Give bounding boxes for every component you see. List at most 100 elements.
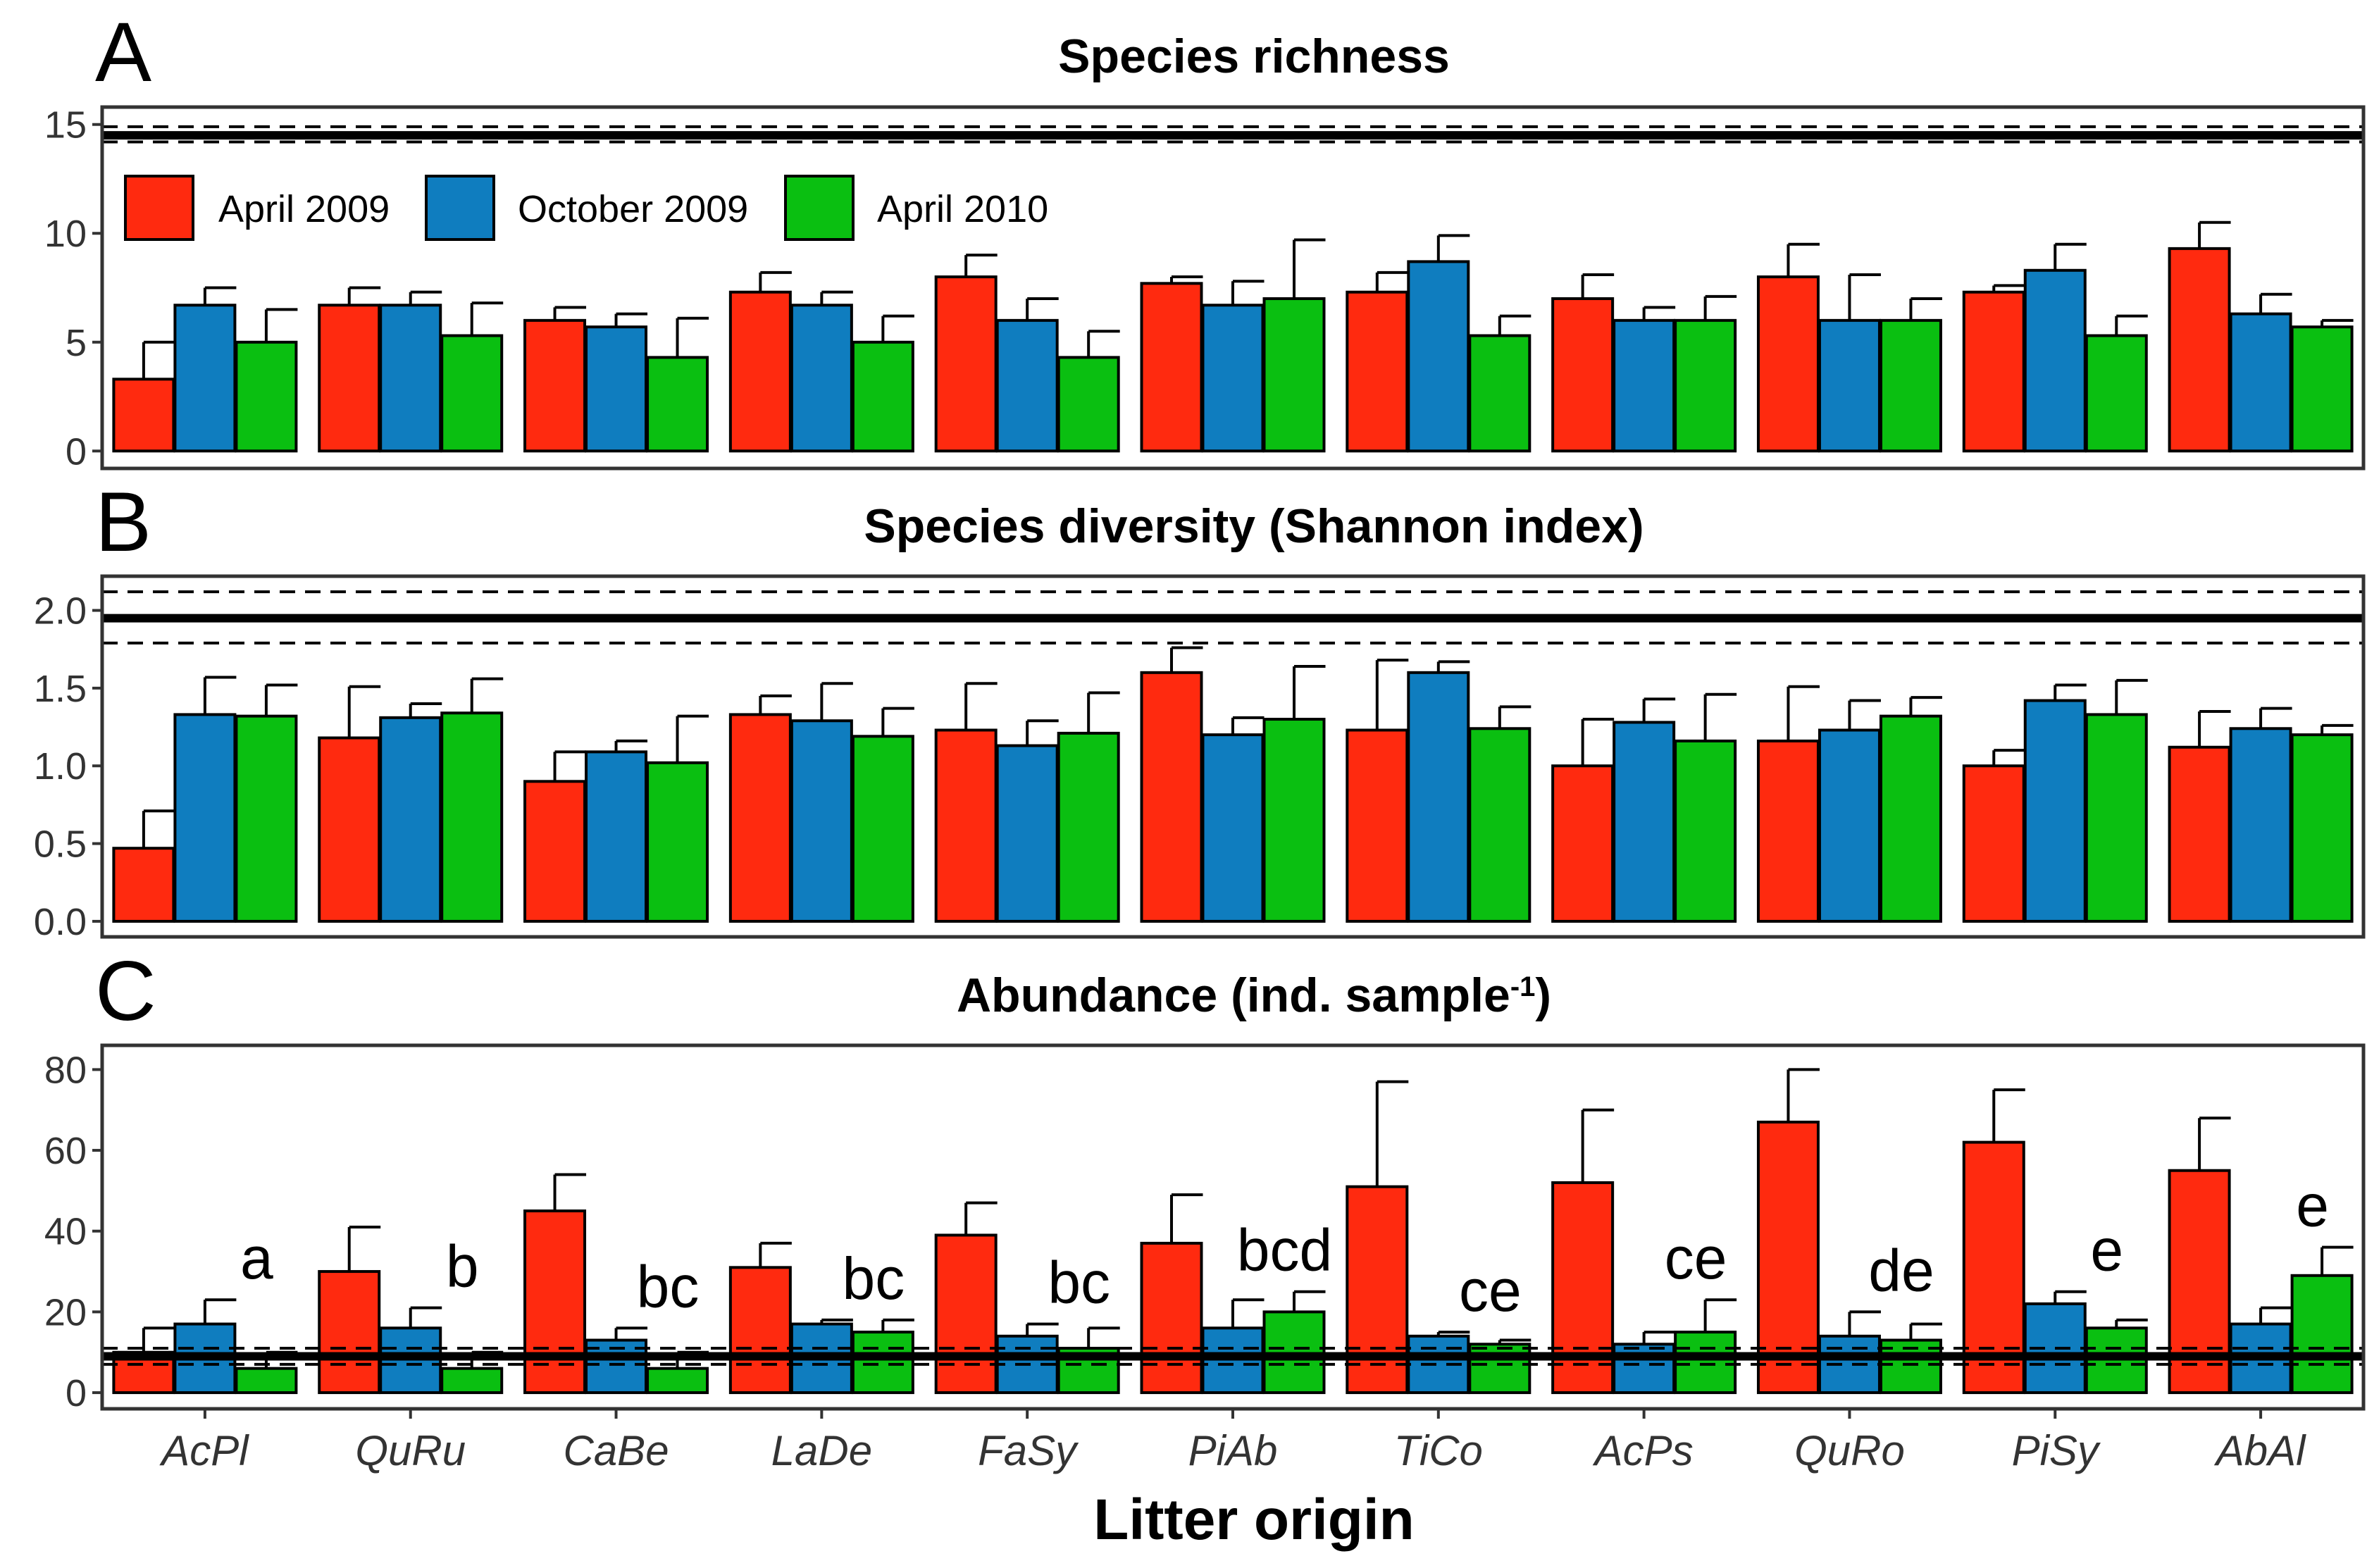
bar: [2229, 312, 2292, 453]
significance-letter: e: [2090, 1217, 2123, 1283]
category-label: FaSy: [978, 1427, 1079, 1474]
bar: [1407, 260, 1470, 453]
bar: [1613, 721, 1676, 923]
category-label: TiCo: [1394, 1427, 1483, 1474]
legend-key: [425, 175, 495, 241]
bar: [235, 714, 298, 923]
bar: [235, 1367, 298, 1395]
bar: [2290, 1274, 2354, 1395]
panel-frame: [100, 574, 2366, 939]
bar: [995, 318, 1059, 453]
bar: [523, 780, 587, 923]
legend-key: [124, 175, 194, 241]
legend-key: [784, 175, 855, 241]
bar: [1346, 728, 1409, 923]
bar: [2290, 325, 2354, 453]
significance-letter: b: [446, 1233, 479, 1300]
bar: [112, 847, 175, 923]
bar: [1818, 318, 1881, 453]
bar: [1346, 290, 1409, 453]
bar: [1818, 728, 1881, 923]
y-tick-label: 1.0: [34, 745, 87, 788]
category-label: LaDe: [771, 1427, 872, 1474]
bar: [1962, 290, 2025, 453]
y-tick-label: 40: [44, 1211, 87, 1253]
bar: [728, 290, 792, 453]
bar: [1262, 718, 1326, 923]
bar: [440, 1367, 504, 1395]
bar: [1879, 714, 1942, 923]
y-tick-label: 10: [44, 213, 87, 255]
panel-c: C Abundance (ind. sample-1) 0 20 40 60 80 a AcPl…: [44, 944, 2366, 1474]
bar: [585, 750, 648, 923]
bar: [1756, 1120, 1820, 1395]
significance-letter: ce: [1665, 1225, 1727, 1291]
bar: [934, 275, 998, 453]
category-label: CaBe: [563, 1427, 669, 1474]
panel-a: A Species richness 0 5 10 15 April 2009 October…: [44, 5, 2366, 473]
significance-letter: e: [2296, 1173, 2329, 1239]
bar: [1140, 1241, 1203, 1395]
bar: [235, 340, 298, 453]
category-label: AbAl: [2214, 1427, 2306, 1474]
bar: [2085, 334, 2148, 453]
bar: [318, 304, 381, 453]
bar: [1879, 318, 1942, 453]
bar: [1468, 1343, 1532, 1395]
bar: [1551, 764, 1615, 923]
panel-letter: B: [95, 475, 151, 569]
bar: [1551, 1181, 1615, 1395]
bar: [1613, 318, 1676, 453]
bar: [1201, 304, 1265, 453]
y-tick-label: 0.5: [34, 823, 87, 866]
significance-letter: ce: [1459, 1257, 1522, 1324]
bar: [585, 325, 648, 453]
y-tick-label: 60: [44, 1130, 87, 1172]
legend: April 2009 October 2009 April 2010: [124, 175, 1048, 241]
category-label: PiAb: [1188, 1427, 1278, 1474]
category-label: AcPl: [159, 1427, 249, 1474]
panel-title: Species diversity (Shannon index): [864, 499, 1644, 553]
significance-letter: bc: [1048, 1250, 1110, 1316]
panel-letter: C: [95, 944, 156, 1038]
significance-letter: de: [1868, 1237, 1934, 1303]
bar: [790, 719, 853, 923]
bar: [112, 378, 175, 453]
category-label: AcPs: [1593, 1427, 1694, 1474]
y-tick-label: 0: [66, 430, 87, 473]
bar: [318, 1270, 381, 1395]
bar: [1407, 671, 1470, 923]
bar: [1674, 318, 1737, 453]
bar: [1057, 356, 1120, 453]
bar: [995, 744, 1059, 923]
bar: [1613, 1343, 1676, 1395]
bar: [851, 735, 914, 923]
y-tick-label: 5: [66, 322, 87, 364]
bar: [851, 340, 914, 453]
bar: [523, 1209, 587, 1395]
bar: [379, 304, 442, 453]
bar: [2290, 733, 2354, 923]
bar: [1057, 731, 1120, 923]
bar: [728, 713, 792, 923]
x-axis-title: Litter origin: [1093, 1488, 1415, 1552]
panel-b: B Species diversity (Shannon index) 0.0 0.5…: [34, 475, 2366, 943]
y-tick-label: 80: [44, 1049, 87, 1091]
panel-title: Species richness: [1058, 30, 1450, 83]
bar: [1346, 1185, 1409, 1395]
bar: [440, 711, 504, 923]
bar: [2168, 247, 2231, 453]
bar: [523, 318, 587, 453]
bar: [2085, 713, 2148, 923]
y-tick-label: 20: [44, 1291, 87, 1333]
bar: [2023, 699, 2087, 923]
bar: [934, 728, 998, 923]
bar: [2023, 268, 2087, 453]
bar: [173, 304, 237, 453]
category-label: PiSy: [2012, 1427, 2101, 1474]
bar: [646, 761, 709, 923]
panel-frame: [100, 1043, 2366, 1411]
bar: [1756, 739, 1820, 923]
bar: [1756, 275, 1820, 453]
